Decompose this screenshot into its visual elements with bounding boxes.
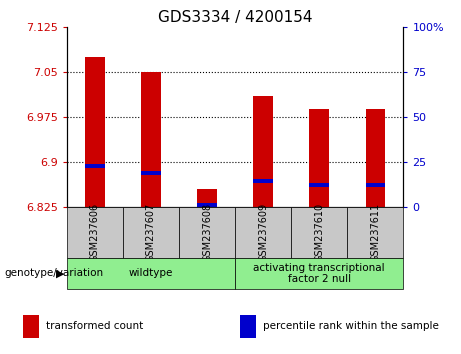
Text: transformed count: transformed count bbox=[46, 321, 143, 331]
Title: GDS3334 / 4200154: GDS3334 / 4200154 bbox=[158, 10, 313, 25]
Bar bbox=[309, 109, 329, 207]
Bar bbox=[197, 189, 217, 207]
Bar bbox=[254, 96, 273, 207]
Text: GSM237611: GSM237611 bbox=[370, 203, 380, 262]
Text: GSM237606: GSM237606 bbox=[90, 203, 100, 262]
Text: GSM237608: GSM237608 bbox=[202, 203, 212, 262]
Bar bbox=[85, 164, 105, 168]
Bar bbox=[240, 315, 256, 338]
Text: activating transcriptional
factor 2 null: activating transcriptional factor 2 null bbox=[254, 263, 385, 284]
Bar bbox=[366, 109, 385, 207]
Bar bbox=[197, 203, 217, 207]
Text: GSM237607: GSM237607 bbox=[146, 203, 156, 262]
Text: percentile rank within the sample: percentile rank within the sample bbox=[263, 321, 439, 331]
Bar bbox=[179, 207, 235, 258]
Bar bbox=[123, 207, 179, 258]
Text: genotype/variation: genotype/variation bbox=[5, 268, 104, 279]
Bar bbox=[23, 315, 39, 338]
Text: GSM237609: GSM237609 bbox=[258, 203, 268, 262]
Text: wildtype: wildtype bbox=[129, 268, 173, 279]
Text: GSM237610: GSM237610 bbox=[314, 203, 324, 262]
Bar bbox=[141, 72, 161, 207]
Bar bbox=[254, 179, 273, 183]
Bar bbox=[141, 171, 161, 175]
Bar bbox=[309, 183, 329, 187]
Bar bbox=[291, 207, 347, 258]
Bar bbox=[347, 207, 403, 258]
Bar bbox=[67, 258, 235, 289]
Bar bbox=[235, 207, 291, 258]
Bar bbox=[235, 258, 403, 289]
Text: ▶: ▶ bbox=[56, 268, 65, 279]
Bar bbox=[67, 207, 123, 258]
Bar bbox=[366, 183, 385, 187]
Bar bbox=[85, 57, 105, 207]
